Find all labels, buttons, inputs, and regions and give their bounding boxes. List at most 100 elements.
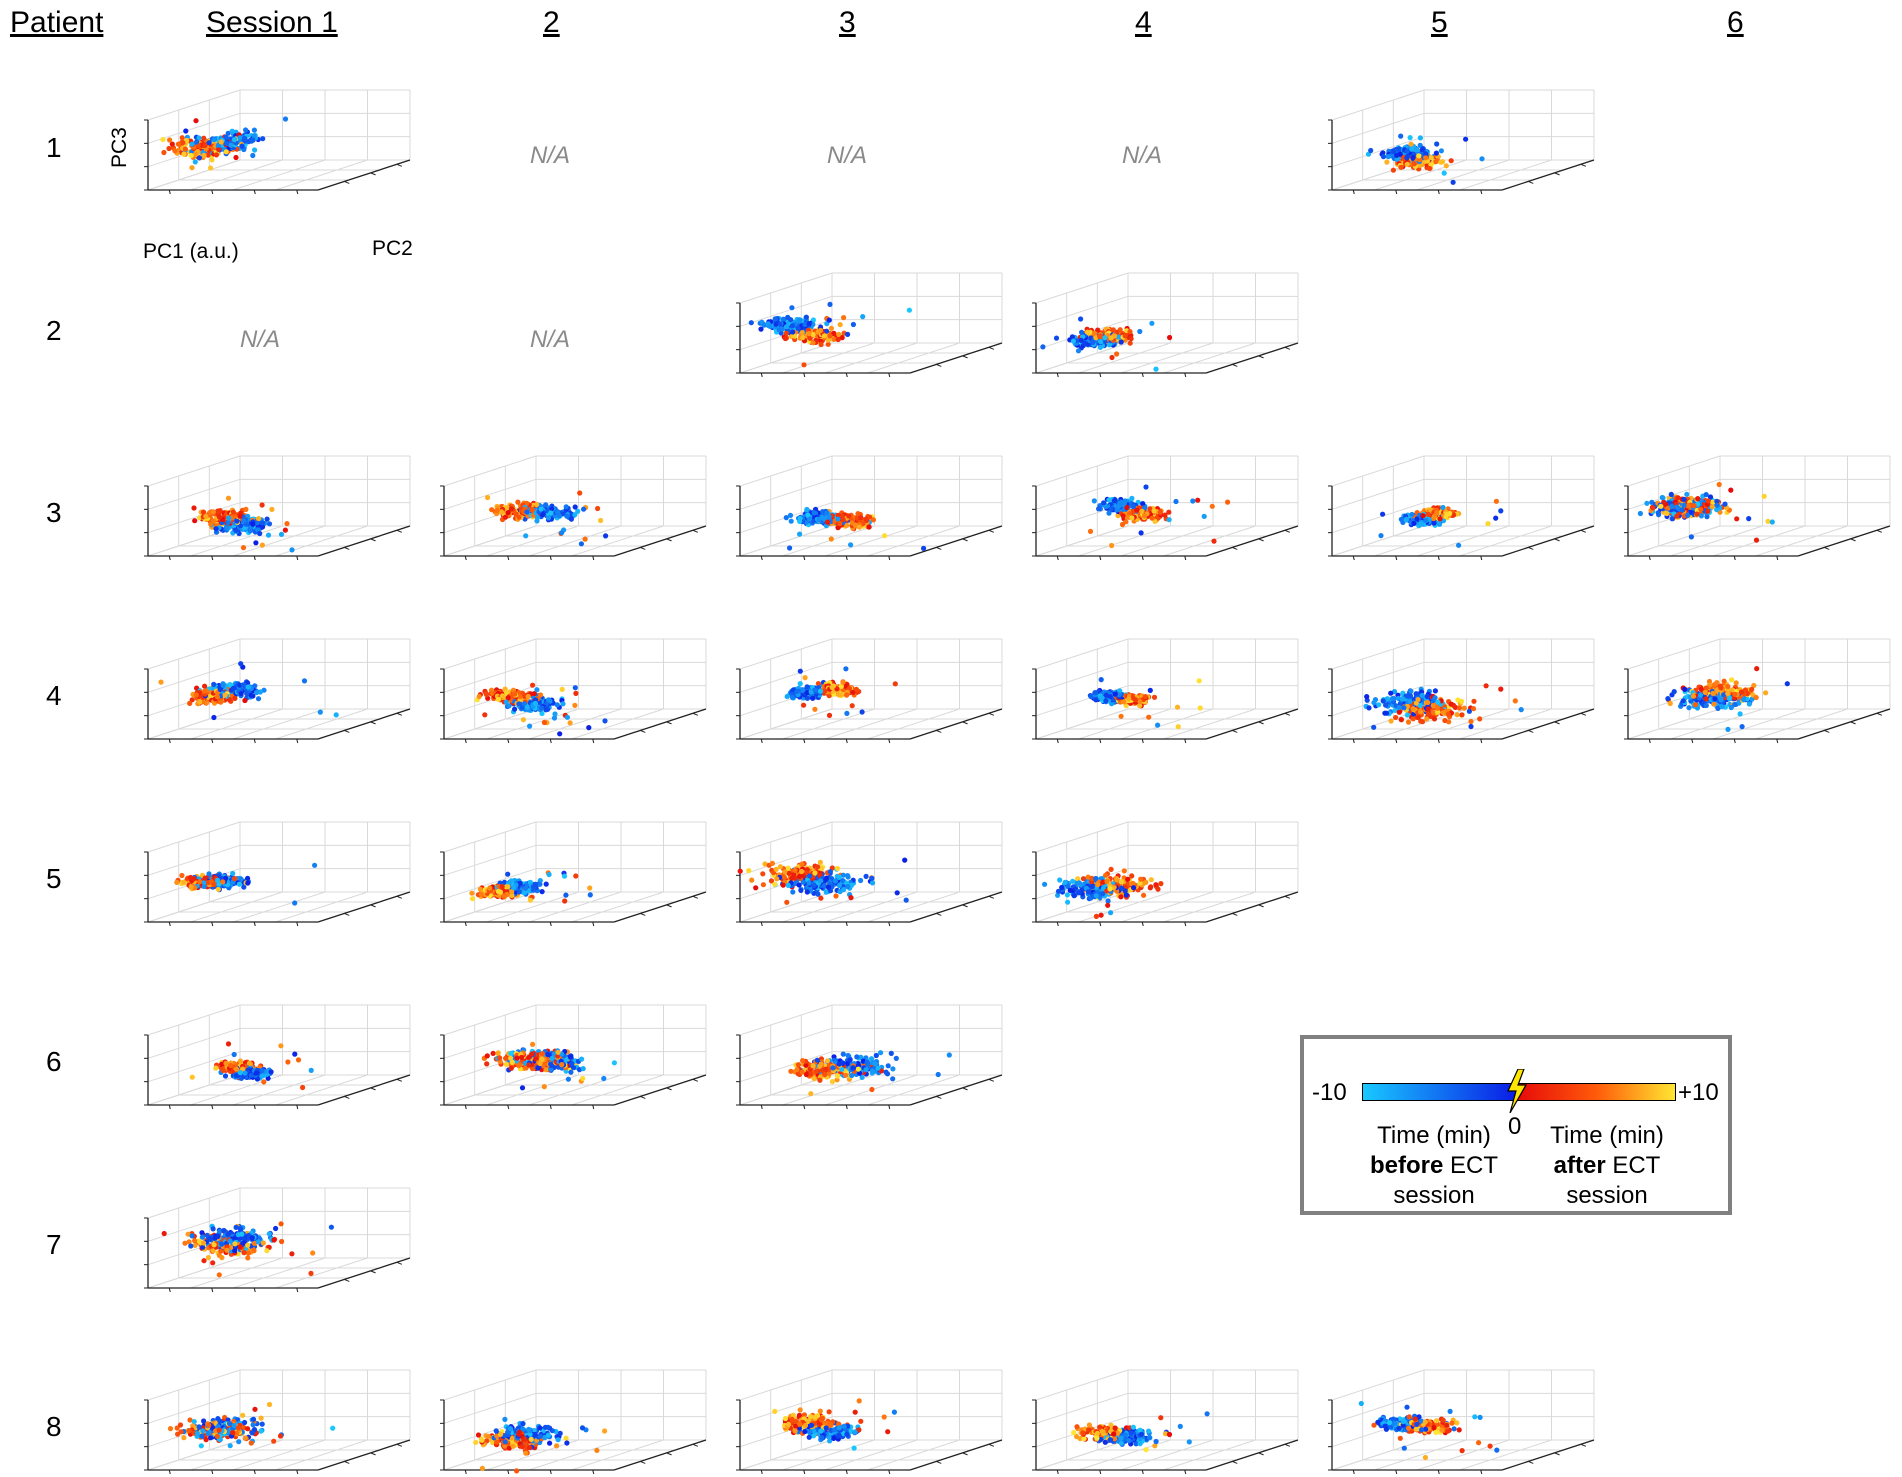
scatter-point — [903, 897, 909, 903]
scatter-point — [832, 878, 839, 884]
scatter-point — [1394, 152, 1400, 158]
scatter-point — [224, 524, 230, 531]
scatter-point — [543, 502, 549, 508]
scatter-point — [1209, 503, 1215, 509]
scatter-point — [301, 678, 308, 684]
scatter-point — [853, 686, 860, 692]
scatter-point — [806, 880, 812, 886]
scatter-point — [237, 513, 243, 519]
scatter-point — [476, 693, 482, 700]
scatter-point — [245, 684, 251, 690]
scatter-point — [1097, 344, 1103, 350]
scatter-point — [1716, 481, 1722, 488]
scatter-point — [815, 891, 821, 897]
scatter-point — [223, 134, 229, 140]
scatter-point — [1106, 510, 1112, 516]
scatter-point — [505, 510, 511, 516]
scatter-point — [1125, 514, 1131, 520]
scatter-point — [795, 325, 801, 331]
scatter-point — [238, 523, 244, 529]
scatter-point — [788, 518, 794, 524]
scatter-point — [863, 516, 869, 523]
scatter-point — [208, 521, 214, 527]
scatter-point — [216, 146, 222, 152]
scatter-point — [214, 877, 221, 884]
scatter-point — [255, 696, 262, 702]
scatter-point — [821, 333, 828, 339]
scatter-point — [502, 514, 509, 520]
scatter-panel-p5-s3 — [736, 821, 1003, 927]
scatter-point — [784, 899, 790, 905]
scatter-point — [1417, 135, 1423, 141]
scatter-point — [1456, 705, 1462, 711]
scatter-panel-p3-s6 — [1624, 455, 1891, 561]
scatter-point — [1763, 690, 1769, 696]
scatter-point — [1423, 155, 1429, 161]
scatter-point — [238, 661, 244, 667]
scatter-point — [189, 165, 195, 171]
scatter-point — [783, 330, 790, 337]
scatter-point — [220, 682, 226, 689]
scatter-point — [1463, 136, 1469, 142]
scatter-panel-p1-s1 — [144, 89, 411, 195]
scatter-point — [253, 540, 259, 546]
scatter-point — [804, 684, 810, 690]
row-label-2: 2 — [46, 315, 62, 346]
scatter-point — [191, 505, 197, 511]
scatter-point — [1151, 508, 1157, 514]
scatter-point — [333, 712, 339, 718]
scatter-point — [520, 717, 527, 723]
scatter-point — [192, 159, 198, 165]
scatter-point — [1122, 333, 1128, 339]
scatter-point — [1732, 691, 1738, 698]
scatter-point — [1196, 678, 1202, 684]
scatter-point — [568, 516, 575, 522]
scatter-point — [1410, 706, 1416, 712]
scatter-point — [894, 890, 900, 896]
scatter-point — [1725, 683, 1731, 690]
scatter-point — [196, 135, 202, 141]
scatter-point — [1435, 699, 1441, 705]
scatter-point — [815, 864, 821, 870]
na-p1-s3: N/A — [827, 142, 868, 169]
scatter-point — [505, 871, 511, 877]
scatter-point — [181, 879, 187, 885]
scatter-point — [564, 513, 570, 519]
scatter-point — [1753, 694, 1759, 701]
scatter-point — [218, 699, 224, 705]
scatter-point — [587, 885, 593, 891]
scatter-point — [781, 875, 788, 881]
scatter-point — [1425, 699, 1431, 706]
scatter-point — [1142, 694, 1148, 700]
scatter-point — [209, 157, 215, 163]
scatter-point — [801, 362, 807, 368]
na-p1-s2: N/A — [530, 142, 571, 169]
scatter-point — [1454, 712, 1460, 718]
scatter-point — [1148, 877, 1154, 883]
scatter-point — [843, 666, 849, 672]
scatter-point — [216, 514, 223, 520]
scatter-point — [1447, 510, 1453, 517]
scatter-point — [532, 700, 539, 706]
scatter-point — [573, 690, 579, 697]
scatter-point — [211, 714, 217, 721]
scatter-point — [1443, 163, 1449, 169]
scatter-point — [175, 141, 181, 147]
scatter-point — [1404, 712, 1410, 718]
scatter-point — [174, 879, 180, 886]
scatter-point — [1717, 683, 1723, 689]
scatter-point — [1153, 366, 1159, 372]
scatter-point — [1703, 492, 1709, 498]
scatter-point — [1111, 498, 1117, 504]
scatter-point — [845, 883, 851, 890]
scatter-point — [1518, 707, 1524, 713]
scatter-point — [1078, 316, 1084, 322]
scatter-point — [869, 875, 875, 881]
scatter-point — [603, 533, 609, 539]
scatter-point — [1098, 339, 1104, 345]
scatter-point — [866, 524, 872, 530]
scatter-point — [749, 877, 755, 883]
scatter-point — [226, 515, 232, 521]
scatter-point — [1411, 161, 1417, 167]
scatter-point — [1734, 516, 1740, 522]
